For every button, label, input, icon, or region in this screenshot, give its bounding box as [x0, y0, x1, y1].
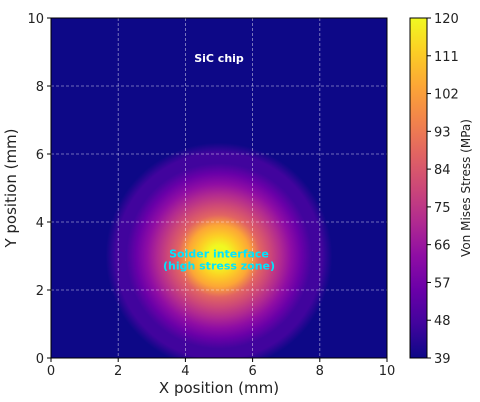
colorbar-tick-label: 84 [434, 163, 451, 178]
y-tick-label: 8 [36, 80, 44, 95]
y-axis-label: Y position (mm) [2, 128, 20, 248]
y-tick-label: 10 [27, 12, 44, 27]
x-tick-label: 6 [248, 364, 256, 379]
colorbar-tick-label: 120 [434, 12, 459, 27]
colorbar-ticks: 39 48 57 66 75 84 93 102 111 120 [427, 12, 459, 367]
y-axis-ticks: 0 2 4 6 8 10 [27, 12, 51, 367]
plot-frame [50, 17, 388, 359]
x-tick-label: 2 [114, 364, 122, 379]
colorbar-tick-label: 39 [434, 352, 451, 367]
x-tick-label: 4 [181, 364, 189, 379]
colorbar-tick-label: 75 [434, 201, 451, 216]
y-tick-label: 4 [36, 216, 44, 231]
grid-lines [51, 18, 387, 358]
colorbar-tick-label: 57 [434, 276, 451, 291]
plot-area [50, 17, 388, 359]
annotation-label: SiC chip [194, 52, 244, 65]
x-tick-label: 8 [316, 364, 324, 379]
colorbar: 39 48 57 66 75 84 93 102 111 120 Von Mises Stress… [409, 12, 473, 367]
y-tick-label: 0 [36, 352, 44, 367]
colorbar-tick-label: 48 [434, 314, 451, 329]
annotation-label: (high stress zone) [163, 260, 275, 273]
colorbar-scale [409, 17, 428, 359]
colorbar-tick-label: 111 [434, 50, 459, 65]
colorbar-tick-label: 93 [434, 125, 451, 140]
x-axis-label: X position (mm) [159, 379, 279, 397]
x-tick-label: 0 [47, 364, 55, 379]
annotation-label: Solder interface [169, 248, 269, 261]
y-tick-label: 6 [36, 148, 44, 163]
x-tick-label: 10 [379, 364, 396, 379]
colorbar-tick-label: 66 [434, 239, 451, 254]
colorbar-label: Von Mises Stress (MPa) [459, 119, 473, 257]
stress-hotspot [51, 18, 387, 358]
x-axis-ticks: 0 2 4 6 8 10 [47, 358, 395, 379]
y-tick-label: 2 [36, 284, 44, 299]
colorbar-tick-label: 102 [434, 88, 459, 103]
annotations: SiC chip Solder interface(high stress zon… [163, 52, 275, 272]
